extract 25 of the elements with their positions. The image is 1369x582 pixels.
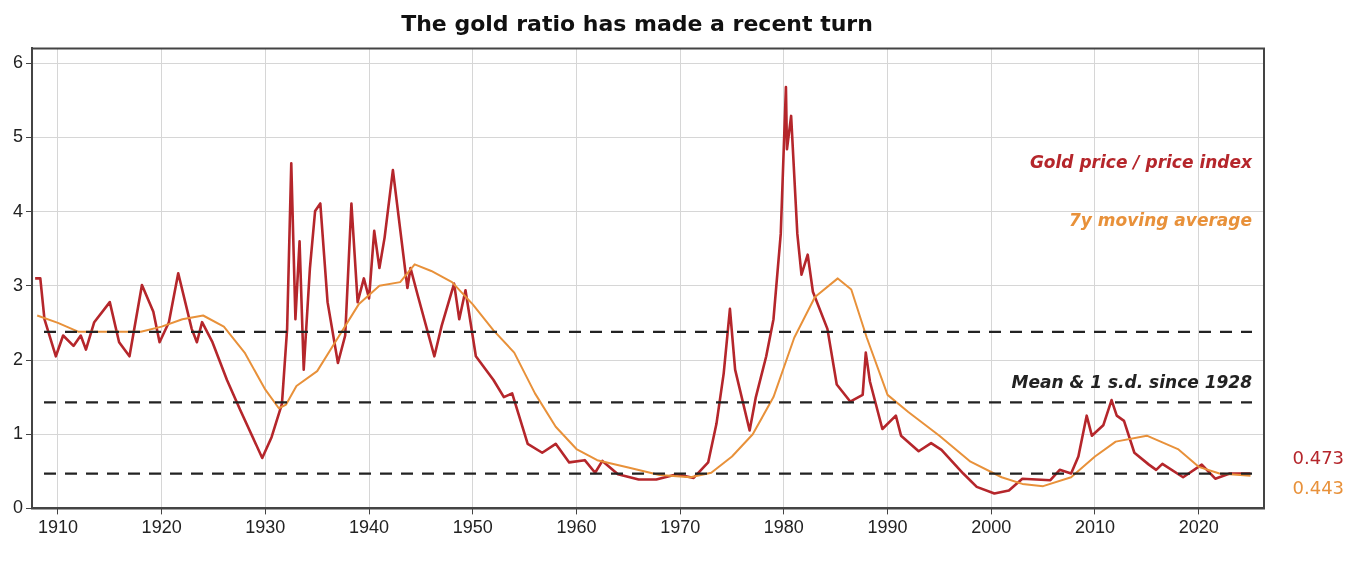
annotation: 0.443 bbox=[1292, 477, 1345, 499]
y-tick-label: 3 bbox=[13, 274, 24, 295]
x-tick-label: 1980 bbox=[763, 517, 804, 538]
x-tick-label: 1940 bbox=[349, 517, 390, 538]
x-tick-label: 1960 bbox=[556, 517, 597, 538]
y-tick-label: 4 bbox=[13, 200, 24, 221]
x-tick-label: 2010 bbox=[1074, 517, 1115, 538]
x-tick-label: 1990 bbox=[867, 517, 908, 538]
y-tick-label: 1 bbox=[13, 423, 24, 444]
x-tick-label: 1950 bbox=[452, 517, 493, 538]
x-tick-label: 1910 bbox=[37, 517, 78, 538]
y-tick-label: 5 bbox=[13, 126, 24, 147]
x-tick-label: 2000 bbox=[971, 517, 1012, 538]
x-tick-label: 2020 bbox=[1178, 517, 1219, 538]
y-tick-label: 0 bbox=[13, 497, 24, 518]
x-tick-label: 1920 bbox=[141, 517, 182, 538]
chart-title: The gold ratio has made a recent turn bbox=[401, 10, 873, 36]
annotation: 0.473 bbox=[1292, 446, 1345, 468]
text: 7y moving average bbox=[1069, 209, 1252, 230]
x-tick-label: 1930 bbox=[245, 517, 286, 538]
y-tick-label: 2 bbox=[13, 348, 24, 369]
ref-line-label: Mean & 1 s.d. since 1928 bbox=[1011, 372, 1253, 393]
text: Gold price / price index bbox=[1029, 151, 1254, 172]
x-tick-label: 1970 bbox=[660, 517, 701, 538]
y-tick-label: 6 bbox=[13, 52, 24, 73]
